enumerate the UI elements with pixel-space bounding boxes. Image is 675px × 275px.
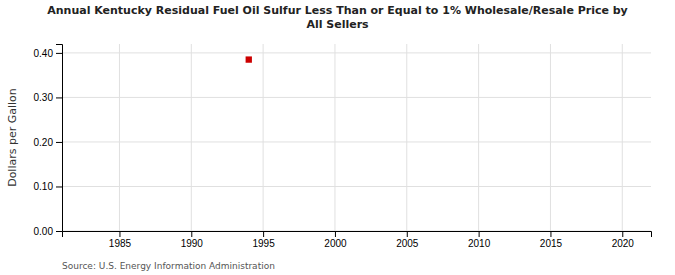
x-grid-line (550, 44, 551, 231)
x-grid-line (478, 44, 479, 231)
x-tick-mark (479, 231, 480, 237)
x-grid-line (334, 44, 335, 231)
x-tick-mark (550, 231, 551, 237)
x-tick: 2020 (612, 231, 635, 249)
x-tick: 1995 (252, 231, 275, 249)
chart: Annual Kentucky Residual Fuel Oil Sulfur… (0, 0, 675, 275)
x-tick-mark (191, 231, 192, 237)
x-tick-mark (622, 231, 623, 237)
y-tick-label: 0.30 (34, 92, 54, 103)
y-tick: 0.20 (34, 137, 62, 148)
x-tick-mark (335, 231, 336, 237)
y-tick-mark (56, 53, 62, 54)
x-tick-label: 2020 (612, 238, 635, 249)
x-tick-label: 2000 (324, 238, 347, 249)
title-line: All Sellers (306, 18, 369, 31)
y-tick-mark (56, 231, 62, 232)
x-tick-label: 1995 (252, 238, 275, 249)
x-grid-line (622, 44, 623, 231)
x-tick-label: 1985 (109, 238, 132, 249)
y-grid-line (62, 52, 651, 53)
x-tick: 2010 (468, 231, 491, 249)
y-tick-label: 0.40 (34, 48, 54, 59)
y-tick-mark (56, 97, 62, 98)
x-tick-label: 2010 (468, 238, 491, 249)
x-tick: 1985 (109, 231, 132, 249)
x-tick: 1990 (181, 231, 204, 249)
x-tick-label: 1990 (181, 238, 204, 249)
x-grid-line (263, 44, 264, 231)
title: Annual Kentucky Residual Fuel Oil Sulfur… (47, 4, 628, 31)
x-tick: 2000 (324, 231, 347, 249)
y-tick-mark (56, 142, 62, 143)
y-axis-line (56, 45, 63, 232)
source-note: Source: U.S. Energy Information Administ… (62, 261, 275, 271)
x-axis: 1985 1990 1995 2000 2005 2010 2015 2020 (63, 231, 652, 249)
y-tick-label: 0.00 (34, 226, 54, 237)
x-tick: 2015 (540, 231, 563, 249)
point (246, 56, 252, 62)
x-tick-label: 2005 (396, 238, 419, 249)
x-axis-line (63, 232, 652, 238)
marks (246, 56, 252, 62)
y-tick: 0.00 (34, 226, 62, 237)
x-tick: 2005 (396, 231, 419, 249)
y-tick: 0.10 (34, 181, 62, 192)
x-tick-mark (119, 231, 120, 237)
grid (62, 44, 651, 231)
y-axis-title: Dollars per Gallon (6, 88, 19, 187)
y-grid-line (62, 97, 651, 98)
y-axis: 0.00 0.10 0.20 0.30 0.40 (34, 45, 63, 237)
title-line: Annual Kentucky Residual Fuel Oil Sulfur… (47, 4, 628, 17)
x-grid-line (191, 44, 192, 231)
x-tick-mark (263, 231, 264, 237)
y-tick-label: 0.20 (34, 137, 54, 148)
x-tick-mark (407, 231, 408, 237)
y-tick: 0.30 (34, 92, 62, 103)
y-grid-line (62, 141, 651, 142)
y-tick-label: 0.10 (34, 181, 54, 192)
y-tick: 0.40 (34, 48, 62, 59)
plot: 1985 1990 1995 2000 2005 2010 2015 2020 0.00 0.10… (34, 44, 652, 249)
y-tick-mark (56, 186, 62, 187)
x-grid-line (119, 44, 120, 231)
x-grid-line (406, 44, 407, 231)
x-tick-label: 2015 (540, 238, 563, 249)
y-grid-line (62, 186, 651, 187)
